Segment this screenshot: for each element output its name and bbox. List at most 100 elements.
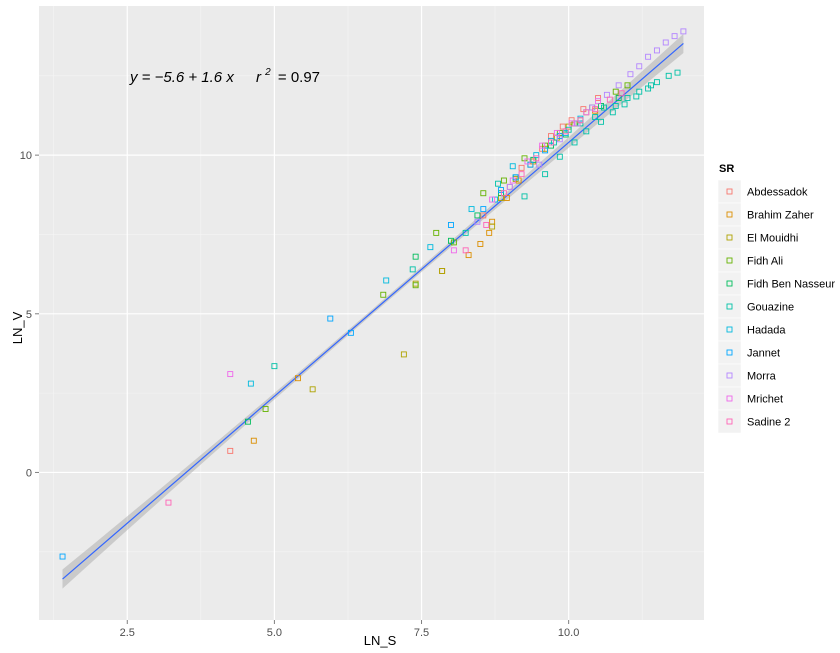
data-point [294,375,301,382]
regression-line-layer [62,42,684,580]
legend-swatch [726,257,733,264]
data-point [536,161,543,168]
data-point [409,266,416,273]
data-point [568,120,575,127]
data-point [462,229,469,236]
data-point [556,153,563,160]
data-point [400,351,407,358]
legend-key [717,409,742,434]
data-point [648,82,654,89]
data-point [533,152,540,159]
data-point [571,139,578,146]
data-point [598,118,604,125]
data-point [518,164,525,171]
data-point [553,129,560,136]
data-point [583,128,590,135]
data-point [609,109,616,116]
legend-key [717,179,742,204]
data-point [412,282,419,289]
data-point [489,223,496,230]
data-point [524,158,531,165]
data-point [592,106,599,113]
legend-swatch [726,303,733,310]
data-point [271,363,278,370]
legend-label: Brahim Zaher [747,210,814,222]
data-point [347,329,354,336]
data-point [680,28,687,35]
data-point [592,114,599,121]
data-point [447,221,454,228]
y-tick-label: 5 [26,309,32,321]
annotation-r2-exponent: 2 [264,67,271,78]
x-tick-label: 7.5 [414,627,429,639]
data-point [615,82,622,89]
legend-label: Jannet [747,348,780,360]
annotation-equation: y = −5.6 + 1.6 x [129,69,234,86]
data-point [468,206,475,213]
x-tick-label: 2.5 [120,627,135,639]
data-point [624,82,631,89]
data-point [653,47,660,54]
data-point [665,72,672,79]
data-point [533,155,540,162]
legend-label: Fidh Ali [747,256,783,268]
data-point [509,177,516,184]
legend-label: El Mouidhi [747,233,798,245]
legend-label: Gouazine [747,302,794,314]
legend-swatch [726,211,733,218]
data-point [542,171,549,178]
legend: SR Abdessadok Brahim Zaher El Mouidhi Fidh … [717,163,835,434]
legend-key [717,271,742,296]
data-point [427,244,434,251]
data-point [509,163,516,170]
annotation-r2-symbol: r [256,69,262,86]
legend-label: Sadine 2 [747,417,790,429]
x-axis-ticks: 2.5 5.0 7.5 10.0 [120,620,579,639]
y-tick-label: 10 [20,150,32,162]
legend-title: SR [719,163,734,175]
data-point [601,104,607,111]
data-point [383,277,390,284]
data-point [447,237,454,244]
y-axis-ticks: 0 5 10 [20,150,39,479]
data-point [474,212,481,219]
data-point [618,90,625,97]
data-point [636,63,643,70]
data-point [624,95,631,101]
data-point [577,117,584,124]
legend-swatch [726,280,733,287]
legend-label: Fidh Ben Nasseur [747,279,835,291]
y-tick-label: 0 [26,467,32,479]
legend-label: Hadada [747,325,786,337]
legend-swatch [726,372,733,379]
data-point [674,69,681,76]
legend-label: Mrichet [747,394,783,406]
data-point [477,241,484,247]
data-point [165,499,172,506]
data-point [671,33,678,40]
data-point [539,142,546,149]
data-point [450,247,457,254]
data-point [495,180,501,187]
data-point [227,371,234,378]
legend-key [717,340,742,365]
svg-text:y = −5.6 + 1.6 x r: y = −5.6 + 1.6 x r 2 = 0.97 [129,62,320,86]
data-point [480,190,487,197]
data-point [606,96,613,103]
data-point [227,447,234,454]
x-tick-label: 5.0 [267,627,282,639]
data-point [612,103,619,109]
data-points-layer [59,28,687,560]
data-point [500,177,507,184]
legend-label: Morra [747,371,777,383]
y-axis-title: LN_V [10,311,25,344]
data-point [480,212,487,219]
annotation-r2-value: = 0.97 [278,69,320,86]
data-point [309,386,316,393]
legend-swatch [726,326,733,333]
data-point [247,380,254,387]
data-point [483,221,490,228]
major-gridlines [39,6,704,620]
data-point [562,128,569,135]
data-point [653,79,660,86]
